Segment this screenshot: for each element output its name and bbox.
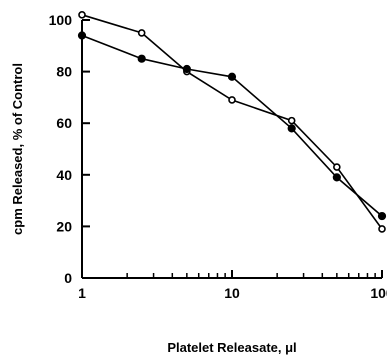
chart-axes — [81, 20, 382, 279]
open-circle-point — [228, 96, 236, 104]
x-tick-label: 100 — [370, 285, 387, 301]
x-tick-label: 10 — [224, 285, 240, 301]
open-circle-point — [333, 163, 341, 171]
filled-circle-point — [77, 31, 87, 40]
y-tick-label: 100 — [49, 12, 73, 28]
filled-circle-point — [227, 72, 237, 81]
series-line — [81, 14, 383, 230]
open-circle-point — [287, 116, 296, 125]
filled-circle-point — [287, 124, 296, 133]
open-circle-point — [378, 225, 386, 233]
open-circle-point — [137, 29, 146, 37]
open-circle-point — [78, 11, 86, 19]
filled-circle-point — [332, 173, 341, 182]
x-axis-label: Platelet Releasate, μl — [167, 340, 296, 355]
y-tick-label: 20 — [56, 218, 72, 234]
y-axis-label: cpm Released, % of Control — [10, 63, 25, 235]
y-tick-label: 80 — [56, 64, 72, 80]
x-tick-label: 1 — [78, 285, 86, 301]
series-line — [81, 34, 383, 217]
y-tick-label: 0 — [64, 270, 72, 286]
series-2 — [77, 31, 387, 221]
filled-circle-point — [137, 54, 146, 63]
filled-circle-point — [182, 64, 191, 74]
filled-circle-point — [377, 211, 387, 221]
y-axis-ticks: 0 20 40 60 80 100 — [49, 12, 90, 286]
x-axis-ticks: 1 10 100 — [78, 270, 387, 301]
y-tick-label: 40 — [56, 167, 72, 183]
y-tick-label: 60 — [56, 115, 72, 131]
series-layer — [77, 11, 387, 233]
series-1 — [78, 11, 386, 233]
